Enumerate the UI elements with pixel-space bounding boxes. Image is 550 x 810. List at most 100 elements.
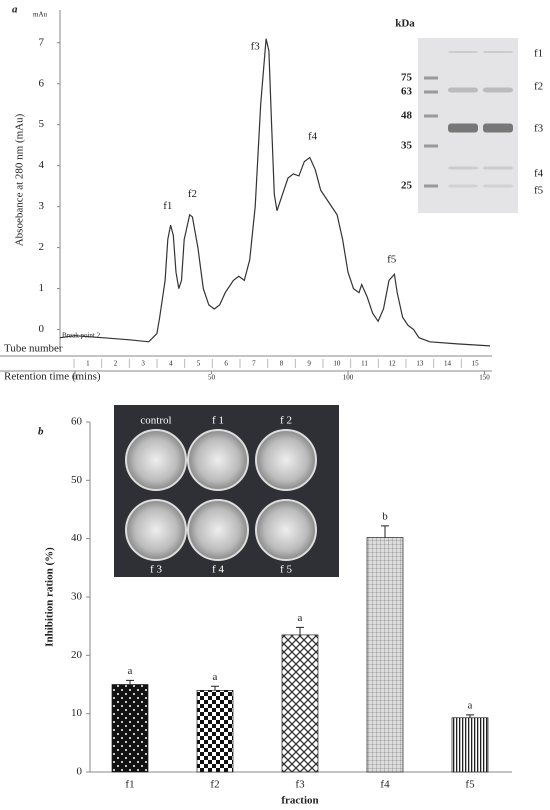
tube-number: 11 xyxy=(361,360,368,368)
tube-number: 6 xyxy=(224,360,228,368)
y-tick-label: 20 xyxy=(71,649,83,661)
y-tick-label: 60 xyxy=(71,416,83,428)
bar xyxy=(196,689,234,773)
chromatogram-line xyxy=(59,38,491,347)
tube-number: 10 xyxy=(333,360,341,368)
tube-number: 15 xyxy=(472,360,480,368)
marker-text: Break point 2 xyxy=(62,331,101,339)
gel-band xyxy=(448,51,478,53)
x-tick-label: 150 xyxy=(479,374,490,382)
tube-number: 3 xyxy=(141,360,145,368)
significance-label: a xyxy=(468,699,473,711)
marker-size: 48 xyxy=(401,110,413,122)
band-label: f2 xyxy=(534,81,543,93)
x-tick-label: 100 xyxy=(343,374,354,382)
gel-band xyxy=(448,123,478,133)
petri-dish xyxy=(125,499,187,561)
tube-number: 9 xyxy=(307,360,311,368)
tube-label: Tube number xyxy=(4,343,63,355)
y-axis-label: Absoebance at 280 nm (mAu) xyxy=(14,113,26,246)
x-axis-label: fraction xyxy=(281,795,318,807)
petri-dish xyxy=(187,499,249,561)
ladder-band xyxy=(424,144,438,148)
peak-label: f4 xyxy=(308,131,318,143)
gel-band xyxy=(483,123,513,133)
band-label: f4 xyxy=(534,168,544,180)
peak-label: f1 xyxy=(163,200,172,212)
x-tick-label: f1 xyxy=(125,779,134,791)
ladder-band xyxy=(424,114,438,118)
error-bar xyxy=(296,626,304,635)
petri-dish xyxy=(255,429,317,491)
y-tick-label: 2 xyxy=(39,241,45,253)
gel-band xyxy=(483,184,513,188)
y-tick-label: 0 xyxy=(39,323,45,335)
tube-number: 13 xyxy=(416,360,424,368)
gel-band xyxy=(448,184,478,188)
ladder-band xyxy=(424,76,438,80)
ladder-band xyxy=(424,90,438,94)
y-tick-label: 10 xyxy=(71,707,83,719)
y-axis-label: Inhibition ration (%) xyxy=(44,547,56,647)
marker-size: 35 xyxy=(401,140,413,152)
peak-label: f5 xyxy=(387,253,397,265)
y-tick-label: 50 xyxy=(71,474,83,486)
tube-number: 2 xyxy=(114,360,118,368)
y-tick-label: 4 xyxy=(39,159,45,171)
tube-number: 4 xyxy=(169,360,173,368)
petri-dish xyxy=(187,429,249,491)
gel-band xyxy=(448,87,478,93)
band-label: f5 xyxy=(534,185,544,197)
bar xyxy=(451,717,489,773)
time-label: Retention time (mins) xyxy=(4,371,101,383)
tube-number: 14 xyxy=(444,360,452,368)
marker-size: 63 xyxy=(401,86,413,98)
error-bar xyxy=(126,679,134,685)
band-label: f1 xyxy=(534,48,543,60)
y-tick-label: 5 xyxy=(39,118,45,130)
significance-label: a xyxy=(128,665,133,677)
bar xyxy=(366,537,404,773)
photo-label: f 2 xyxy=(280,415,292,427)
photo-label: control xyxy=(140,415,171,427)
tube-number: 1 xyxy=(86,360,90,368)
error-bar xyxy=(211,685,219,691)
panel-letter: a xyxy=(12,4,18,16)
x-tick-label: f3 xyxy=(295,779,305,791)
gel-band xyxy=(483,51,513,53)
x-tick-label: f4 xyxy=(380,779,390,791)
photo-label: f 1 xyxy=(212,415,224,427)
tube-number: 7 xyxy=(252,360,256,368)
bar xyxy=(111,684,149,773)
y-tick-label: 3 xyxy=(39,200,45,212)
band-label: f3 xyxy=(534,123,544,135)
petri-dish xyxy=(255,499,317,561)
y-tick-label: 0 xyxy=(77,766,83,778)
tube-number: 12 xyxy=(389,360,397,368)
error-bar xyxy=(381,525,389,538)
significance-label: b xyxy=(382,510,388,522)
x-tick-label: f5 xyxy=(465,779,475,791)
tube-number: 5 xyxy=(197,360,201,368)
peak-label: f2 xyxy=(188,188,197,200)
y-tick-label: 1 xyxy=(39,282,45,294)
peak-label: f3 xyxy=(251,40,261,52)
marker-size: 75 xyxy=(401,72,413,84)
gel-band xyxy=(483,87,513,93)
bar xyxy=(281,634,319,773)
tube-number: 8 xyxy=(280,360,284,368)
unit-label: mAu xyxy=(33,11,48,19)
photo-label: f 4 xyxy=(212,564,224,576)
gel-band xyxy=(483,166,513,170)
photo-label: f 5 xyxy=(280,564,292,576)
panel-letter: b xyxy=(38,426,44,438)
y-tick-label: 40 xyxy=(71,532,83,544)
photo-label: f 3 xyxy=(150,564,162,576)
error-bar xyxy=(466,714,474,718)
gel-unit: kDa xyxy=(395,18,415,30)
y-tick-label: 30 xyxy=(71,591,83,603)
significance-label: a xyxy=(298,612,303,624)
ladder-band xyxy=(424,184,438,188)
x-tick-label: 0 xyxy=(73,374,77,382)
